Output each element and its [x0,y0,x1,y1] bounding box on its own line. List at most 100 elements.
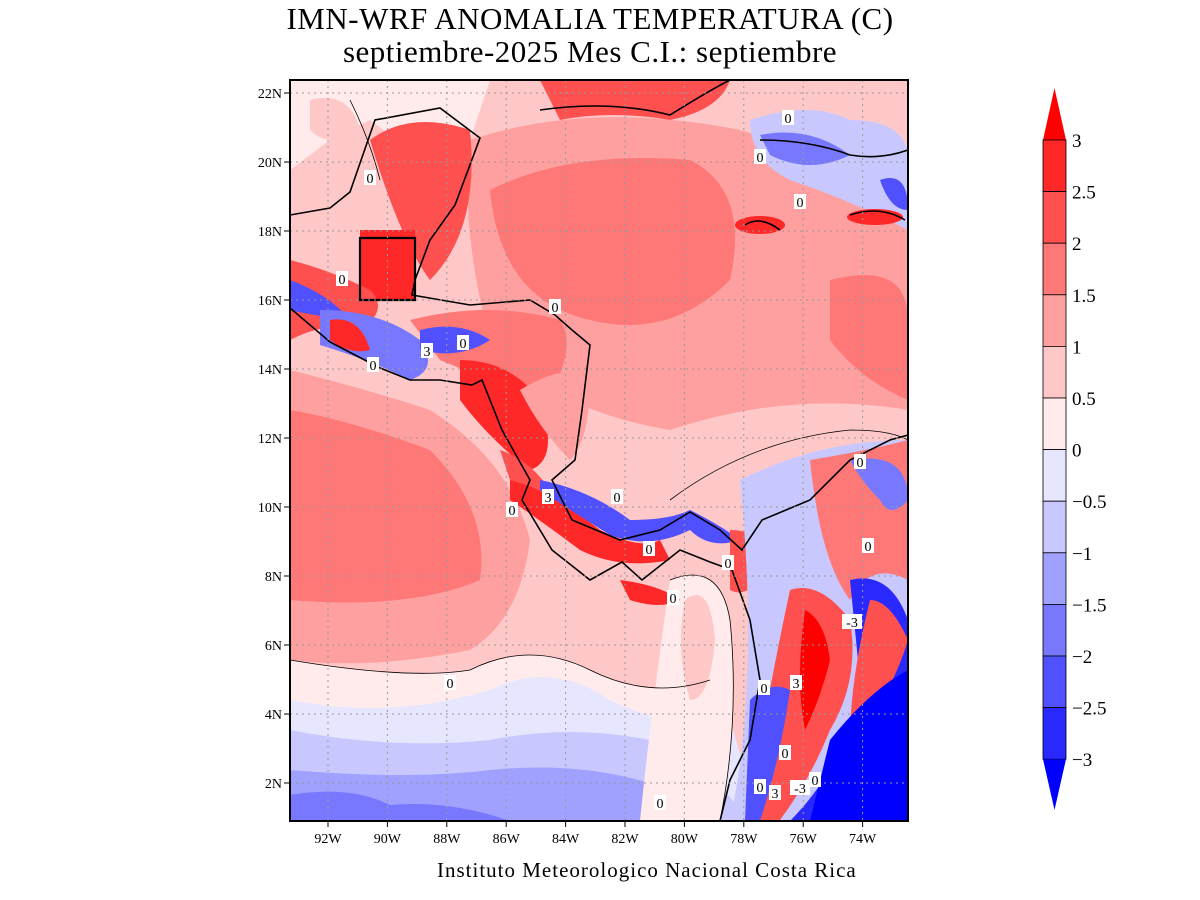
contour-label-bg [654,795,666,810]
contour-label: 3 [772,787,779,802]
lat-tick-label: 12N [258,432,282,447]
contour-label-bg [758,680,770,695]
lat-tick-label: 16N [258,294,282,309]
contour-label-bg [643,541,655,556]
contour-label: 0 [339,273,346,288]
contour-label-bg [754,779,766,794]
contour-label: 0 [509,504,516,519]
colorbar-label: −0.5 [1072,492,1106,513]
contour-label-bg [790,780,810,795]
contour-label-bg [754,149,766,164]
colorbar-label: −1.5 [1072,595,1106,616]
contour-label: 0 [614,491,621,506]
contour-label: -3 [846,616,858,631]
chart-subtitle: septiembre-2025 Mes C.I.: septiembre [342,34,838,69]
colorbar: 3 2.5 2 1.5 1 0.5 0 −0.5 −1 −1.5 −2 −2.5 −3 [1042,88,1106,810]
colorbar-label: 1 [1072,337,1082,358]
colorbar-label: −2.5 [1072,699,1106,720]
contour-label: 0 [460,337,467,352]
contour-label-bg [782,110,794,125]
contour-label-bg [364,170,376,185]
contour-label-bg [367,357,379,372]
contour-label: 0 [725,557,732,572]
contour-label: 3 [793,677,800,692]
colorbar-swatch [1042,604,1067,657]
lat-tick-label: 6N [265,639,282,654]
lat-tick-label: 2N [265,777,282,792]
lon-tick-label: 76W [790,832,818,847]
contour-label-bg [722,555,734,570]
colorbar-swatch [1042,294,1067,347]
contour-label: 0 [552,301,559,316]
contour-label-bg [611,489,623,504]
lon-tick-label: 74W [849,832,877,847]
colorbar-swatch [1042,139,1067,192]
contour-label-bg [809,772,821,787]
colorbar-swatch [1042,449,1067,502]
colorbar-swatch [1042,345,1067,399]
contour-label-bg [842,614,862,629]
contour-label: 0 [657,797,664,812]
contour-label: 0 [370,359,377,374]
contour-label-bg [862,538,874,553]
axis-ticks: 22N 20N 18N 16N 14N 12N 10N 8N 6N 4N 2N 92W 90W 88W 86… [258,87,877,847]
lat-tick-label: 22N [258,87,282,102]
colorbar-label: 2 [1072,234,1082,255]
lon-tick-label: 92W [314,832,342,847]
contour-label-bg [549,299,561,314]
colorbar-swatch [1042,655,1067,708]
lat-tick-label: 20N [258,156,282,171]
colorbar-label: 3 [1072,131,1082,152]
lon-tick-label: 80W [671,832,699,847]
chart-title: IMN-WRF ANOMALIA TEMPERATURA (C) [286,1,894,36]
lat-tick-label: 10N [258,501,282,516]
colorbar-label: −3 [1072,750,1092,771]
contour-label: 0 [812,774,819,789]
lon-tick-label: 86W [493,832,521,847]
colorbar-swatch [1042,500,1067,554]
contour-label: 0 [646,543,653,558]
colorbar-swatch [1042,191,1067,244]
contour-label-bg [506,502,518,517]
credit-text: Instituto Meteorologico Nacional Costa R… [437,858,857,882]
coastlines [290,80,908,821]
contour-label: 0 [797,196,804,211]
contour-label: 0 [865,540,872,555]
contour-label: 0 [670,592,677,607]
contour-label-bg [457,335,469,350]
contour-label: 0 [757,151,764,166]
contour-label-bg [336,271,348,286]
contour-label-bg [542,489,554,504]
lat-tick-label: 18N [258,225,282,240]
contour-label: 0 [785,112,792,127]
colorbar-arrow-bottom [1043,759,1066,810]
colorbar-label: 2.5 [1072,183,1096,204]
gridlines [290,80,908,821]
colorbar-swatch [1042,552,1067,605]
colorbar-arrow-top [1043,88,1066,140]
map-frame [289,79,909,822]
zero-contours [290,99,908,821]
contour-label-bg [444,675,456,690]
contour-label: 3 [545,491,552,506]
lat-tick-label: 4N [265,708,282,723]
contour-label: 0 [447,677,454,692]
contour-label: 0 [782,747,789,762]
lon-tick-label: 88W [433,832,461,847]
colorbar-label: 0 [1072,441,1082,462]
contour-label: 0 [757,781,764,796]
colorbar-label: 0.5 [1072,389,1096,410]
contour-label-bg [779,745,791,760]
colorbar-swatch [1042,242,1067,296]
lon-tick-label: 78W [730,832,758,847]
contour-label: 0 [367,172,374,187]
colorbar-label: −1 [1072,544,1092,565]
contour-label-bg [794,194,806,209]
contour-label-bg [790,675,802,690]
contour-label-bg [421,343,433,358]
contour-label: -3 [794,782,806,797]
lon-tick-label: 90W [374,832,402,847]
colorbar-swatch [1042,397,1067,450]
